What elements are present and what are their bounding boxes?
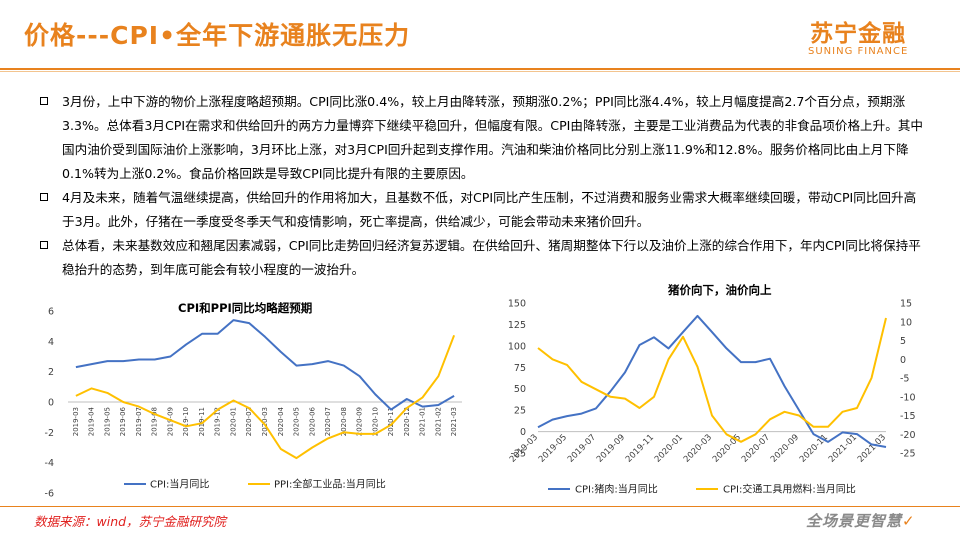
chart1-x-tick: 2020-09 bbox=[356, 407, 364, 436]
footer-divider bbox=[0, 506, 960, 507]
chart2-right-y-tick: 10 bbox=[900, 317, 912, 328]
chart2-left-y-tick: 75 bbox=[514, 363, 526, 374]
chart2-right-y-tick: -20 bbox=[900, 430, 916, 441]
chart2-x-tick: 2019-09 bbox=[595, 433, 627, 465]
chart2-legend-label: CPI:猪肉:当月同比 bbox=[575, 483, 658, 496]
chart1-x-tick: 2019-07 bbox=[135, 407, 143, 436]
brand-slogan: 全场景更智慧✓ bbox=[806, 510, 916, 531]
chart2-right-y-tick: 15 bbox=[900, 299, 912, 310]
chart1-legend-label: PPI:全部工业品:当月同比 bbox=[274, 478, 386, 491]
chart2-x-tick: 2020-05 bbox=[711, 433, 743, 465]
chart1-x-tick: 2020-03 bbox=[261, 407, 269, 436]
brand-slogan-text: 全场景更智慧 bbox=[806, 512, 903, 530]
chart2-x-tick: 2020-03 bbox=[682, 433, 714, 465]
chart1-series-ppi-line bbox=[75, 334, 456, 460]
chart2-left-y-tick: 0 bbox=[520, 427, 526, 438]
chart1-y-tick: 6 bbox=[48, 307, 54, 318]
chart1-x-tick: 2020-02 bbox=[245, 407, 253, 436]
chart2-right-y-tick: -15 bbox=[900, 411, 916, 422]
chart1-x-tick: 2020-12 bbox=[403, 407, 411, 436]
bullet-item: 3月份，上中下游的物价上涨程度略超预期。CPI同比涨0.4%，较上月由降转涨，预… bbox=[38, 90, 924, 186]
chart1-series-cpi-line bbox=[75, 319, 455, 411]
chart1-x-tick: 2020-07 bbox=[324, 407, 332, 436]
chart2-left-y-tick: 100 bbox=[508, 341, 526, 352]
chart1-x-tick: 2019-10 bbox=[182, 407, 190, 436]
chart2-right-y-tick: 0 bbox=[900, 355, 906, 366]
chart1-x-tick: 2019-04 bbox=[88, 406, 96, 436]
brand-logo-en: SUNING FINANCE bbox=[808, 46, 909, 57]
brand-logo: 苏宁金融 SUNING FINANCE bbox=[808, 14, 908, 57]
chart2-x-tick: 2020-09 bbox=[769, 433, 801, 465]
chart1-y-tick: 2 bbox=[48, 367, 54, 378]
data-source-note: 数据来源：wind，苏宁金融研究院 bbox=[34, 514, 227, 529]
checkmark-icon: ✓ bbox=[902, 512, 916, 530]
chart1-x-tick: 2020-11 bbox=[387, 407, 395, 436]
chart2-left-y-tick: 25 bbox=[514, 406, 526, 417]
chart2-x-tick: 2020-11 bbox=[798, 433, 830, 465]
chart1-x-tick: 2019-06 bbox=[119, 406, 127, 436]
chart1-y-tick: -4 bbox=[45, 458, 54, 469]
chart1-x-tick: 2020-05 bbox=[293, 407, 301, 436]
chart2-x-tick: 2020-07 bbox=[740, 433, 772, 465]
chart2-x-tick: 2019-07 bbox=[566, 433, 598, 465]
chart2-left-y-tick: 50 bbox=[514, 384, 526, 395]
chart1-x-tick: 2020-01 bbox=[229, 407, 237, 436]
chart1-x-tick: 2021-02 bbox=[434, 407, 442, 436]
chart2-x-tick: 2019-03 bbox=[508, 433, 540, 465]
chart2-left-y-tick: 125 bbox=[508, 320, 526, 331]
square-bullet-icon bbox=[40, 241, 48, 249]
chart2-right-y-tick: -5 bbox=[900, 374, 909, 385]
chart1-x-tick: 2019-08 bbox=[151, 407, 159, 436]
square-bullet-icon bbox=[40, 97, 48, 105]
chart1-x-tick: 2019-03 bbox=[72, 407, 80, 436]
chart1-y-tick: 4 bbox=[48, 337, 54, 348]
chart2-left-y-tick: -25 bbox=[510, 449, 526, 460]
chart1-x-tick: 2020-10 bbox=[371, 407, 379, 436]
chart1-y-tick: -2 bbox=[45, 428, 54, 439]
chart2-right-y-tick: 5 bbox=[900, 336, 906, 347]
bullet-text: 4月及未来，随着气温继续提高，供给回升的作用将加大，且基数不低，对CPI同比产生… bbox=[62, 190, 917, 229]
chart1-y-tick: -6 bbox=[45, 489, 54, 500]
bullet-item: 总体看，未来基数效应和翘尾因素减弱，CPI同比走势回归经济复苏逻辑。在供给回升、… bbox=[38, 234, 924, 282]
chart1-x-tick: 2019-12 bbox=[214, 407, 222, 436]
chart2-x-tick: 2020-01 bbox=[653, 433, 685, 465]
chart1-y-tick: 0 bbox=[48, 398, 54, 409]
chart2-x-tick: 2019-05 bbox=[537, 433, 569, 465]
chart2-series-pork-line bbox=[537, 314, 887, 448]
bullet-text: 总体看，未来基数效应和翘尾因素减弱，CPI同比走势回归经济复苏逻辑。在供给回升、… bbox=[62, 238, 921, 277]
chart2-series-fuel-line bbox=[537, 317, 887, 443]
chart1-x-tick: 2020-06 bbox=[308, 406, 316, 436]
bullet-text: 3月份，上中下游的物价上涨程度略超预期。CPI同比涨0.4%，较上月由降转涨，预… bbox=[62, 94, 924, 181]
header-divider-thin bbox=[0, 71, 960, 72]
chart2-legend-label: CPI:交通工具用燃料:当月同比 bbox=[723, 483, 856, 496]
chart2-x-tick: 2019-11 bbox=[624, 433, 656, 465]
header-divider bbox=[0, 68, 960, 70]
chart2-x-tick: 2021-03 bbox=[856, 433, 888, 465]
page-title: 价格---CPI•全年下游通胀无压力 bbox=[24, 21, 411, 50]
chart1-x-tick: 2020-04 bbox=[277, 406, 285, 436]
chart2-right-y-tick: -25 bbox=[900, 449, 916, 460]
chart2-right-y-tick: -10 bbox=[900, 392, 916, 403]
bullet-item: 4月及未来，随着气温继续提高，供给回升的作用将加大，且基数不低，对CPI同比产生… bbox=[38, 186, 924, 234]
chart1-x-tick: 2019-11 bbox=[198, 407, 206, 436]
chart1-x-tick: 2019-05 bbox=[103, 407, 111, 436]
chart1-title: CPI和PPI同比均略超预期 bbox=[178, 301, 313, 315]
brand-logo-cn: 苏宁金融 bbox=[810, 21, 907, 47]
square-bullet-icon bbox=[40, 193, 48, 201]
chart1-x-tick: 2021-01 bbox=[419, 407, 427, 436]
chart2-left-y-tick: 150 bbox=[508, 299, 526, 310]
chart2-title: 猪价向下，油价向上 bbox=[668, 283, 772, 297]
chart1-legend-label: CPI:当月同比 bbox=[150, 478, 209, 491]
chart2-x-tick: 2021-01 bbox=[827, 433, 859, 465]
chart1-x-tick: 2021-03 bbox=[450, 407, 458, 436]
bullet-list: 3月份，上中下游的物价上涨程度略超预期。CPI同比涨0.4%，较上月由降转涨，预… bbox=[38, 90, 924, 282]
chart1-x-tick: 2019-09 bbox=[166, 407, 174, 436]
chart1-x-tick: 2020-08 bbox=[340, 407, 348, 436]
